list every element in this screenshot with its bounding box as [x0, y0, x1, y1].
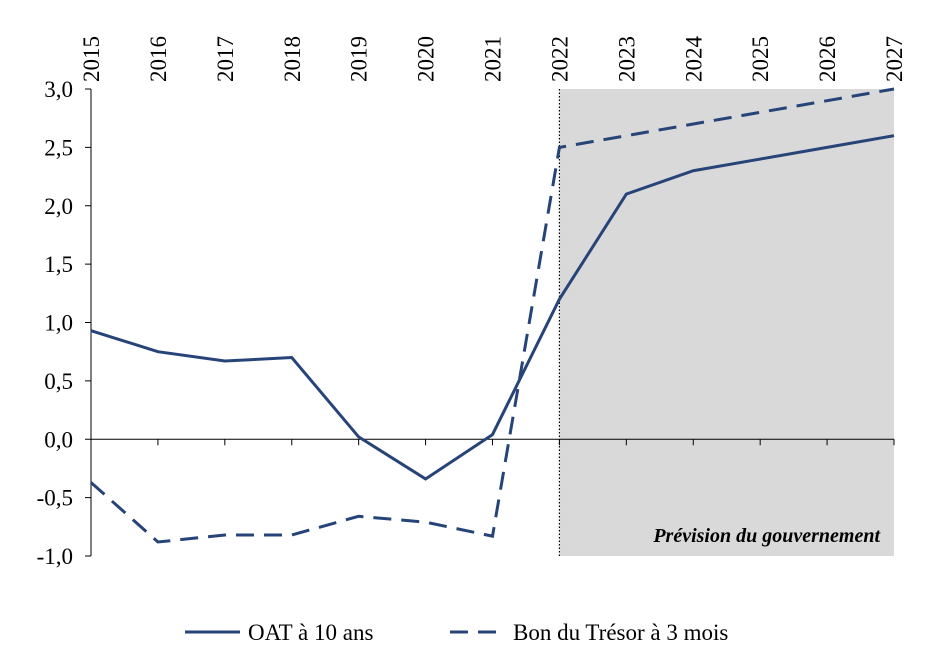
series-line — [90, 134, 895, 481]
x-tick-label: 2026 — [815, 36, 840, 82]
legend-label: OAT à 10 ans — [248, 620, 373, 645]
x-tick-label: 2019 — [347, 36, 372, 82]
x-tick-label: 2017 — [213, 36, 238, 82]
x-tick-label: 2024 — [681, 36, 706, 83]
y-tick-label: 3,0 — [44, 77, 73, 102]
x-tick-label: 2023 — [614, 36, 639, 82]
x-tick-label: 2021 — [481, 36, 506, 82]
y-tick-label: 0,0 — [44, 427, 73, 452]
x-tick-label: 2015 — [79, 36, 104, 82]
forecast-label: Prévision du gouvernement — [652, 525, 881, 547]
y-tick-label: 2,5 — [44, 135, 73, 160]
x-tick-label: 2027 — [882, 36, 907, 82]
x-tick-label: 2022 — [547, 36, 572, 82]
y-tick-label: 2,0 — [44, 194, 73, 219]
x-tick-label: 2025 — [748, 36, 773, 82]
x-tick-label: 2020 — [414, 36, 439, 82]
y-tick-label: 1,5 — [44, 252, 73, 277]
forecast-region — [559, 89, 894, 556]
legend-label: Bon du Trésor à 3 mois — [513, 620, 728, 645]
x-tick-label: 2018 — [280, 36, 305, 82]
x-tick-label: 2016 — [146, 36, 171, 82]
series-line — [90, 87, 895, 544]
y-tick-label: -1,0 — [37, 544, 73, 569]
y-tick-label: -0,5 — [37, 486, 73, 511]
y-tick-label: 1,0 — [44, 311, 73, 336]
y-tick-label: 0,5 — [44, 369, 73, 394]
